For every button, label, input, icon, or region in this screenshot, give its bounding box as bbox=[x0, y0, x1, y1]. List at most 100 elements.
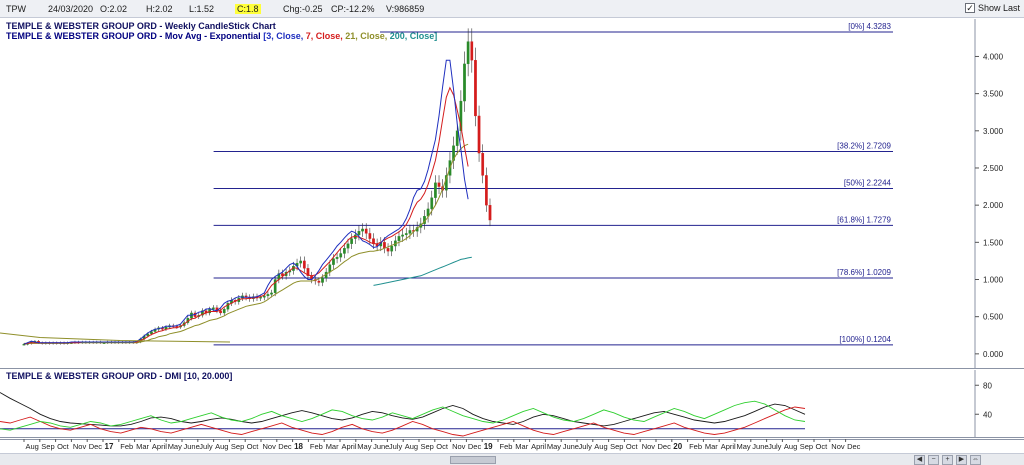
x-axis-labels: Aug Sep Oct Nov Dec 17 Feb Mar April May June July A… bbox=[0, 439, 1024, 451]
x-tick-label: Oct bbox=[626, 442, 639, 451]
candle-body bbox=[386, 248, 390, 252]
candle-body bbox=[222, 309, 226, 314]
candle-body bbox=[455, 130, 459, 146]
x-tick-label: Mar bbox=[326, 442, 339, 451]
show-last-toggle[interactable]: ✓ Show Last bbox=[964, 3, 1020, 13]
scrollbar-thumb[interactable] bbox=[450, 456, 496, 464]
candle-body bbox=[477, 115, 481, 154]
x-tick-label: April bbox=[152, 442, 167, 451]
candle-body bbox=[299, 260, 303, 264]
ema-21-line bbox=[24, 143, 469, 344]
price-y-tick-label: 3.000 bbox=[983, 127, 1004, 136]
zoom-out-button[interactable]: − bbox=[928, 455, 939, 465]
candle-body bbox=[262, 295, 266, 298]
x-tick-label: April bbox=[342, 442, 357, 451]
symbol-label: TPW bbox=[6, 4, 26, 14]
x-tick-label: May bbox=[168, 442, 182, 451]
candle-body bbox=[361, 228, 364, 232]
candle-body bbox=[474, 60, 477, 117]
candle-body bbox=[146, 333, 150, 337]
x-tick-label: Aug bbox=[26, 442, 39, 451]
x-tick-label: Dec bbox=[278, 442, 292, 451]
x-tick-label: Nov bbox=[642, 442, 656, 451]
x-tick-label: Sep bbox=[800, 442, 813, 451]
candle-body bbox=[211, 307, 215, 310]
x-tick-label: June bbox=[563, 442, 579, 451]
candle-body bbox=[364, 228, 368, 234]
high-value: H:2.02 bbox=[146, 4, 173, 14]
scrollbar[interactable]: ◀ − + ▶ ⇔ bbox=[0, 453, 1024, 465]
fib-level-label: [0%] 4.3283 bbox=[848, 22, 891, 31]
x-tick-label: Mar bbox=[136, 442, 149, 451]
show-last-checkbox[interactable]: ✓ bbox=[964, 3, 975, 13]
x-tick-label: Aug bbox=[594, 442, 607, 451]
x-tick-label: June bbox=[752, 442, 768, 451]
fit-button[interactable]: ⇔ bbox=[970, 455, 981, 465]
price-panel[interactable]: 0.000 0.500 1.000 1.500 2.000 2.500 3.000 3.500… bbox=[0, 19, 1024, 369]
mavg-legend-prefix: TEMPLE & WEBSTER GROUP ORD - Mov Avg - E… bbox=[6, 31, 261, 41]
x-tick-label: May bbox=[357, 442, 371, 451]
candle-body bbox=[357, 231, 361, 236]
dmi-y-tick-label: 80 bbox=[983, 381, 992, 390]
low-value: L:1.52 bbox=[189, 4, 215, 14]
candle-body bbox=[270, 292, 273, 295]
mavg-param-1: [3, Close, bbox=[263, 31, 304, 41]
fib-level-label: [50%] 2.2244 bbox=[844, 178, 892, 187]
candle-body bbox=[339, 253, 343, 258]
candle-body bbox=[302, 260, 306, 269]
x-tick-label: July bbox=[199, 442, 213, 451]
candle-body bbox=[470, 41, 474, 61]
dmi-series-line-3 bbox=[0, 400, 806, 431]
x-tick-label: Oct bbox=[816, 442, 829, 451]
price-y-tick-label: 1.500 bbox=[983, 238, 1004, 247]
ema-200-line bbox=[373, 256, 472, 286]
fib-level-label: [38.2%] 2.7209 bbox=[837, 142, 891, 151]
candle-body bbox=[463, 63, 466, 102]
x-tick-label: Feb bbox=[500, 442, 513, 451]
candle-body bbox=[350, 238, 353, 244]
fib-level-label: [61.8%] 1.7279 bbox=[837, 215, 891, 224]
dmi-chart-title: TEMPLE & WEBSTER GROUP ORD - DMI [10, 20… bbox=[6, 371, 233, 381]
x-tick-label: April bbox=[531, 442, 546, 451]
x-tick-label: April bbox=[721, 442, 736, 451]
x-tick-label: Aug bbox=[405, 442, 418, 451]
price-y-tick-label: 0.000 bbox=[983, 350, 1004, 359]
candle-body bbox=[481, 152, 485, 176]
candle-body bbox=[201, 310, 204, 316]
show-last-label: Show Last bbox=[977, 3, 1020, 13]
x-tick-label: Oct bbox=[436, 442, 449, 451]
mavg-param-4: 200, Close] bbox=[387, 31, 438, 41]
price-y-tick-label: 1.000 bbox=[983, 276, 1004, 285]
dmi-chart[interactable]: 40 80 bbox=[0, 370, 1024, 438]
candle-body bbox=[266, 294, 270, 297]
x-tick-label: Dec bbox=[468, 442, 482, 451]
candle-body bbox=[343, 248, 346, 254]
x-tick-label: June bbox=[184, 442, 200, 451]
date-label: 24/03/2020 bbox=[48, 4, 94, 14]
candle-body bbox=[226, 303, 230, 310]
x-tick-label: June bbox=[373, 442, 389, 451]
candle-body bbox=[434, 182, 437, 198]
candle-body bbox=[219, 310, 222, 314]
candle-body bbox=[390, 245, 394, 252]
change-value: Chg:-0.25 bbox=[283, 4, 323, 14]
volume-value: V:986859 bbox=[386, 4, 425, 14]
zoom-in-button[interactable]: + bbox=[942, 455, 953, 465]
scroll-left-button[interactable]: ◀ bbox=[914, 455, 925, 465]
x-tick-label: Dec bbox=[847, 442, 861, 451]
x-tick-label: Nov bbox=[73, 442, 87, 451]
price-y-tick-label: 0.500 bbox=[983, 313, 1004, 322]
fib-level-label: [78.6%] 1.0209 bbox=[837, 268, 891, 277]
x-tick-label: 19 bbox=[484, 442, 493, 451]
candle-body bbox=[488, 205, 492, 221]
dmi-panel[interactable]: 40 80 TEMPLE & WEBSTER GROUP ORD - DMI [1… bbox=[0, 370, 1024, 438]
scroll-right-button[interactable]: ▶ bbox=[956, 455, 967, 465]
candle-body bbox=[459, 100, 463, 131]
price-chart[interactable]: 0.000 0.500 1.000 1.500 2.000 2.500 3.000 3.500… bbox=[0, 19, 1024, 369]
x-tick-label: Mar bbox=[705, 442, 718, 451]
price-y-tick-label: 3.500 bbox=[983, 90, 1004, 99]
x-tick-label: Nov bbox=[831, 442, 845, 451]
x-tick-label: May bbox=[547, 442, 561, 451]
candle-body bbox=[335, 257, 339, 259]
x-tick-label: 18 bbox=[294, 442, 303, 451]
